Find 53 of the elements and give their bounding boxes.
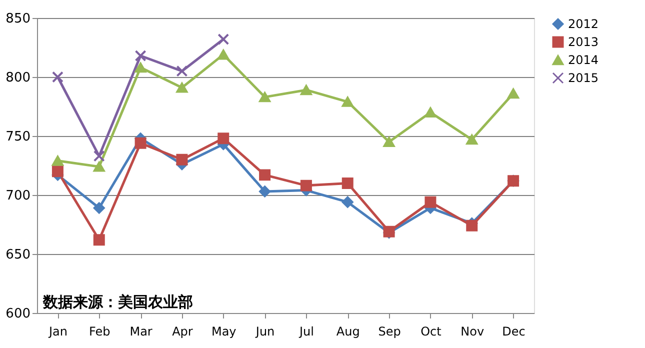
point <box>176 82 188 93</box>
point <box>93 162 105 172</box>
legend-label: 2014 <box>568 53 599 67</box>
point <box>424 107 436 118</box>
annotation: 数据来源：美国农业部 <box>42 293 193 311</box>
point <box>52 71 64 83</box>
x-tick-label: Jul <box>298 324 314 338</box>
y-tick-label: 750 <box>6 130 30 144</box>
x-tick-label: Oct <box>420 324 442 338</box>
point <box>218 49 230 60</box>
point <box>134 50 146 62</box>
point <box>134 137 146 149</box>
point <box>93 150 105 162</box>
legend-label: 2015 <box>568 71 599 85</box>
point <box>259 169 271 181</box>
y-tick-label: 850 <box>6 12 30 26</box>
point <box>342 196 354 208</box>
legend-label: 2013 <box>568 35 599 49</box>
point <box>424 196 436 208</box>
point <box>93 234 105 246</box>
point <box>300 180 312 192</box>
x-tick-label: Dec <box>502 324 526 338</box>
point <box>508 88 520 99</box>
point <box>300 84 312 96</box>
x-tick-label: May <box>211 324 236 338</box>
point <box>52 166 64 178</box>
point <box>93 202 105 214</box>
legend-label: 2012 <box>568 17 599 31</box>
point <box>466 134 478 145</box>
point <box>466 220 478 232</box>
point <box>342 177 354 189</box>
point <box>218 132 230 144</box>
point <box>176 65 188 77</box>
point <box>342 96 354 107</box>
x-tick-label: Sep <box>378 324 401 338</box>
y-tick-label: 650 <box>6 248 30 262</box>
point <box>259 186 271 198</box>
point <box>218 33 230 45</box>
x-tick-label: Apr <box>172 324 193 338</box>
y-tick-label: 600 <box>6 306 30 322</box>
point <box>52 156 64 166</box>
x-tick-label: Nov <box>460 324 484 338</box>
point <box>259 92 271 102</box>
x-tick-label: Aug <box>336 324 360 338</box>
x-tick-label: Feb <box>89 324 110 338</box>
point <box>134 62 146 73</box>
y-tick-label: 700 <box>6 188 30 204</box>
point <box>383 136 395 148</box>
x-tick-label: Mar <box>130 324 152 338</box>
x-tick-label: Jun <box>254 324 275 338</box>
x-tick-label: Jan <box>48 324 68 338</box>
y-tick-label: 800 <box>6 70 30 86</box>
point <box>176 154 188 166</box>
